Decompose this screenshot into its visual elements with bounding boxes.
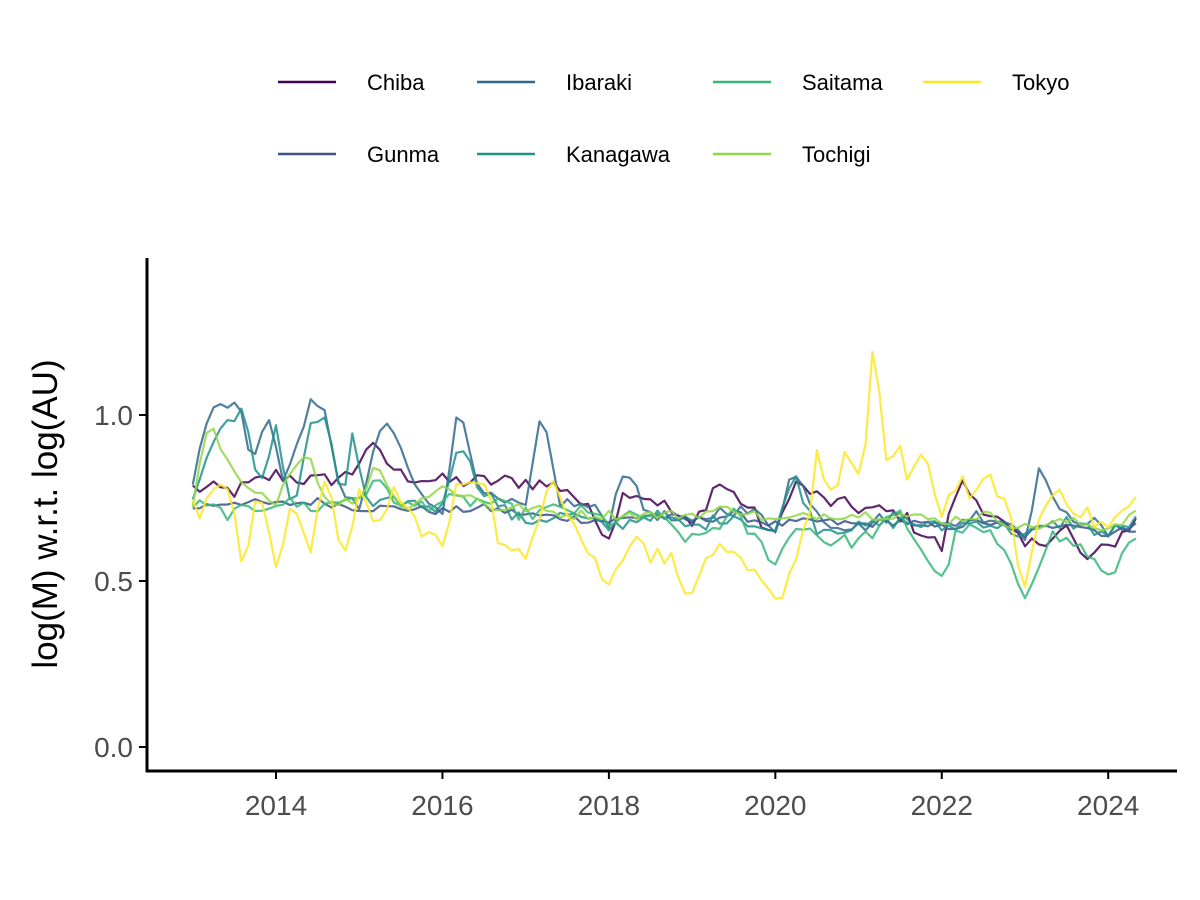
legend-label: Saitama (802, 70, 883, 95)
series-lines (191, 350, 1137, 600)
x-tick-label: 2016 (411, 790, 473, 821)
legend-label: Ibaraki (566, 70, 632, 95)
legend-label: Chiba (367, 70, 425, 95)
y-ticks: 0.0 0.5 1.0 (94, 400, 147, 763)
series-line-tochigi (191, 427, 1137, 532)
legend-label: Tochigi (802, 142, 870, 167)
y-tick-label: 0.0 (94, 732, 133, 763)
legend-label: Kanagawa (566, 142, 671, 167)
legend-item-kanagawa: Kanagawa (477, 142, 671, 167)
legend-label: Tokyo (1012, 70, 1069, 95)
legend-item-ibaraki: Ibaraki (477, 70, 632, 95)
y-tick-label: 0.5 (94, 566, 133, 597)
y-tick-label: 1.0 (94, 400, 133, 431)
legend-item-tochigi: Tochigi (713, 142, 870, 167)
legend-item-chiba: Chiba (278, 70, 425, 95)
series-line-saitama (191, 479, 1137, 600)
series-line-tokyo (191, 350, 1137, 600)
legend-item-saitama: Saitama (713, 70, 883, 95)
x-tick-label: 2024 (1077, 790, 1139, 821)
legend-item-tokyo: Tokyo (923, 70, 1069, 95)
legend: Chiba Gunma Ibaraki Kanagawa Saitama Tochigi T… (278, 70, 1069, 167)
x-tick-label: 2018 (578, 790, 640, 821)
y-axis-title: log(M) w.r.t. log(AU) (26, 359, 65, 668)
axes (145, 258, 1177, 773)
x-tick-label: 2014 (245, 790, 307, 821)
x-tick-label: 2022 (911, 790, 973, 821)
legend-label: Gunma (367, 142, 440, 167)
x-tick-label: 2020 (744, 790, 806, 821)
legend-item-gunma: Gunma (278, 142, 440, 167)
x-ticks: 2014 2016 2018 2020 2022 2024 (245, 771, 1139, 821)
series-line-chiba (192, 441, 1137, 561)
